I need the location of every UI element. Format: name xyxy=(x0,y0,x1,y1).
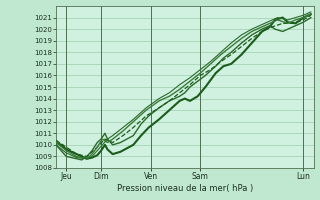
X-axis label: Pression niveau de la mer( hPa ): Pression niveau de la mer( hPa ) xyxy=(117,184,253,193)
